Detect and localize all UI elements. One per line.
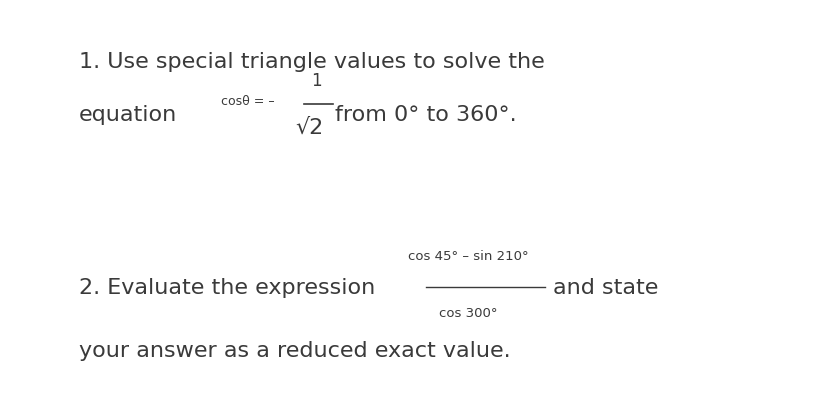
Text: your answer as a reduced exact value.: your answer as a reduced exact value.: [79, 341, 509, 361]
Text: and state: and state: [552, 278, 657, 298]
Text: cos 300°: cos 300°: [438, 307, 496, 320]
Text: √2: √2: [295, 118, 323, 138]
Text: 1. Use special triangle values to solve the: 1. Use special triangle values to solve …: [79, 52, 544, 71]
Text: cos 45° – sin 210°: cos 45° – sin 210°: [407, 250, 528, 262]
Text: cosθ = –: cosθ = –: [221, 95, 275, 108]
Text: 2. Evaluate the expression: 2. Evaluate the expression: [79, 278, 375, 298]
Text: 1: 1: [311, 72, 321, 91]
Text: equation: equation: [79, 105, 177, 125]
Text: from 0° to 360°.: from 0° to 360°.: [335, 105, 516, 125]
